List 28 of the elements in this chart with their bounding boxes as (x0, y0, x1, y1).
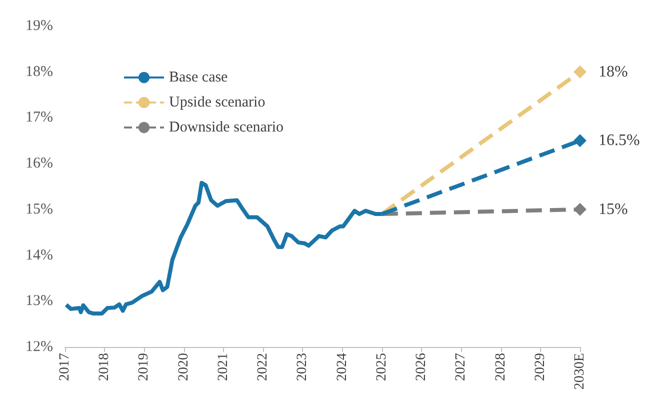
y-tick-label: 16% (26, 156, 53, 172)
x-tick-label: 2028 (493, 353, 508, 381)
x-tick-label: 2030E (572, 353, 588, 390)
x-tick-label: 2017 (58, 353, 72, 381)
x-tick-label: 2029 (532, 353, 548, 381)
x-tick-label: 2018 (97, 353, 112, 381)
legend-label: Base case (169, 70, 228, 86)
data-label: 15% (598, 200, 628, 218)
x-tick-label: 2020 (176, 353, 192, 381)
x-tick-label: 2027 (454, 353, 469, 381)
y-tick-label: 12% (26, 339, 53, 355)
legend-label: Upside scenario (169, 94, 266, 110)
x-tick-label: 2021 (216, 353, 231, 381)
legend-label: Downside scenario (169, 120, 284, 136)
x-tick-label: 2024 (334, 353, 350, 381)
y-tick-label: 15% (26, 201, 53, 218)
x-tick-label: 2023 (295, 353, 310, 381)
data-label: 16.5% (598, 132, 640, 150)
data-label: 18% (598, 63, 628, 80)
y-tick-label: 17% (26, 110, 53, 126)
x-tick-label: 2025 (374, 353, 390, 381)
y-tick-label: 14% (26, 247, 53, 264)
x-tick-label: 2026 (414, 353, 430, 381)
y-tick-label: 18% (26, 64, 53, 80)
x-tick-label: 2022 (256, 353, 271, 381)
y-tick-label: 19% (26, 18, 53, 34)
x-tick-label: 2019 (136, 353, 152, 381)
y-tick-label: 13% (26, 293, 53, 310)
